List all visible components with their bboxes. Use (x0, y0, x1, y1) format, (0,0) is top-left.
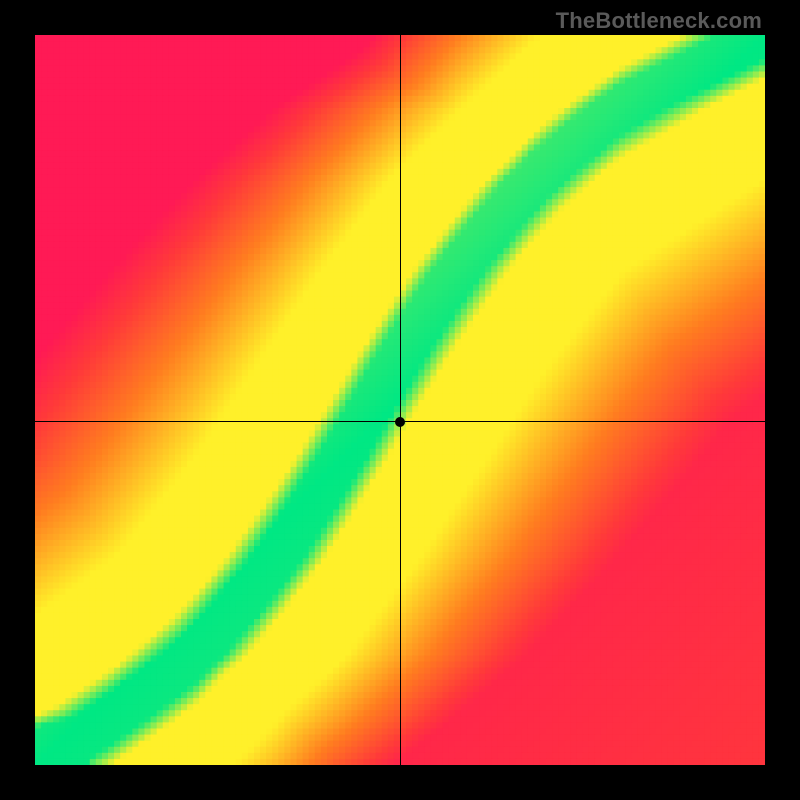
watermark-text: TheBottleneck.com (556, 8, 762, 34)
chart-container: TheBottleneck.com (0, 0, 800, 800)
plot-area (35, 35, 765, 765)
crosshair-dot (395, 417, 405, 427)
crosshair-vertical (400, 35, 401, 765)
